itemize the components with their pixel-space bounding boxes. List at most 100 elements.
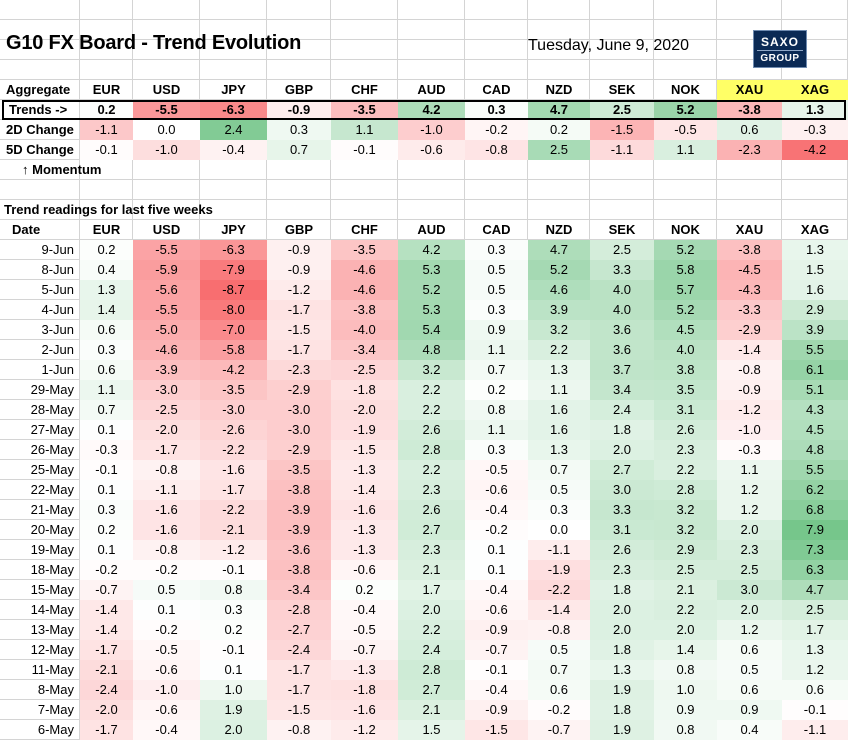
reading-xau: -3.3 <box>717 300 782 320</box>
reading-nok: 3.8 <box>654 360 717 380</box>
grid-cell <box>717 60 782 80</box>
reading-sek: 4.0 <box>590 300 654 320</box>
change-2d-label: 2D Change <box>6 122 74 137</box>
summary-col-header-usd: USD <box>152 82 181 97</box>
reading-nzd: 0.0 <box>528 520 590 540</box>
reading-nzd: 3.2 <box>528 320 590 340</box>
grid-cell <box>782 160 848 180</box>
reading-cad: 0.8 <box>465 400 528 420</box>
reading-nzd: -0.8 <box>528 620 590 640</box>
change-2d-value-sek: -1.5 <box>590 120 654 140</box>
reading-jpy: -2.2 <box>200 500 267 520</box>
grid-cell <box>717 0 782 20</box>
grid-cell <box>133 40 200 60</box>
reading-usd: -1.6 <box>133 520 200 540</box>
grid-cell <box>465 60 528 80</box>
reading-nzd: -0.2 <box>528 700 590 720</box>
grid-cell <box>465 160 528 180</box>
reading-jpy: -2.1 <box>200 520 267 540</box>
reading-usd: -5.0 <box>133 320 200 340</box>
reading-cad: 0.1 <box>465 560 528 580</box>
reading-aud: 2.6 <box>398 500 465 520</box>
table-col-header-eur: EUR <box>92 222 121 237</box>
grid-cell <box>0 160 80 180</box>
reading-cad: 0.5 <box>465 260 528 280</box>
reading-jpy: 0.2 <box>200 620 267 640</box>
reading-nzd: 0.7 <box>528 460 590 480</box>
trend-value-nzd: 4.7 <box>528 100 590 120</box>
reading-aud: 3.2 <box>398 360 465 380</box>
reading-gbp: -3.9 <box>267 500 331 520</box>
grid-cell <box>717 180 782 200</box>
reading-chf: -1.5 <box>331 440 398 460</box>
change-5d-value-sek: -1.1 <box>590 140 654 160</box>
grid-cell <box>331 200 398 220</box>
reading-xag: 1.5 <box>782 260 848 280</box>
table-col-header-cad: CAD <box>482 222 511 237</box>
reading-usd: -3.9 <box>133 360 200 380</box>
grid-cell <box>80 180 133 200</box>
reading-eur: -2.1 <box>80 660 133 680</box>
reading-gbp: -1.7 <box>267 300 331 320</box>
reading-usd: -2.5 <box>133 400 200 420</box>
grid-cell <box>0 460 80 480</box>
grid-cell <box>267 60 331 80</box>
summary-col-header-jpy: JPY <box>221 82 246 97</box>
reading-nok: 2.8 <box>654 480 717 500</box>
row-date: 19-May <box>30 542 74 557</box>
grid-cell <box>590 200 654 220</box>
reading-jpy: 1.0 <box>200 680 267 700</box>
table-col-header-xag: XAG <box>800 222 830 237</box>
reading-usd: -0.4 <box>133 720 200 740</box>
reading-eur: -1.7 <box>80 720 133 740</box>
reading-nzd: -0.7 <box>528 720 590 740</box>
reading-eur: 0.3 <box>80 340 133 360</box>
grid-cell <box>465 220 528 240</box>
reading-xag: 5.5 <box>782 340 848 360</box>
grid-cell <box>267 80 331 100</box>
grid-cell <box>465 80 528 100</box>
grid-cell <box>331 40 398 60</box>
summary-col-header-eur: EUR <box>92 82 121 97</box>
reading-sek: 2.6 <box>590 540 654 560</box>
reading-nzd: 1.3 <box>528 440 590 460</box>
reading-chf: -1.4 <box>331 480 398 500</box>
reading-jpy: 2.0 <box>200 720 267 740</box>
change-2d-value-eur: -1.1 <box>80 120 133 140</box>
reading-eur: -2.0 <box>80 700 133 720</box>
grid-cell <box>80 200 133 220</box>
reading-xau: -1.2 <box>717 400 782 420</box>
reading-xau: -0.8 <box>717 360 782 380</box>
reading-xau: 1.2 <box>717 480 782 500</box>
reading-xag: 4.3 <box>782 400 848 420</box>
trend-value-nok: 5.2 <box>654 100 717 120</box>
reading-aud: 2.2 <box>398 620 465 640</box>
reading-gbp: -1.5 <box>267 700 331 720</box>
change-2d-value-jpy: 2.4 <box>200 120 267 140</box>
reading-cad: 0.9 <box>465 320 528 340</box>
change-5d-value-cad: -0.8 <box>465 140 528 160</box>
reading-chf: -2.5 <box>331 360 398 380</box>
reading-cad: -1.5 <box>465 720 528 740</box>
row-date: 2-Jun <box>41 342 74 357</box>
reading-aud: 5.4 <box>398 320 465 340</box>
grid-cell <box>0 280 80 300</box>
reading-xag: 4.8 <box>782 440 848 460</box>
summary-col-header-xag: XAG <box>782 80 848 100</box>
reading-nok: 2.1 <box>654 580 717 600</box>
change-5d-value-nok: 1.1 <box>654 140 717 160</box>
grid-cell <box>654 60 717 80</box>
row-date: 21-May <box>30 502 74 517</box>
reading-cad: 0.5 <box>465 280 528 300</box>
reading-aud: 1.7 <box>398 580 465 600</box>
change-5d-value-eur: -0.1 <box>80 140 133 160</box>
grid-cell <box>528 80 590 100</box>
reading-sek: 1.8 <box>590 700 654 720</box>
reading-eur: 1.3 <box>80 280 133 300</box>
reading-gbp: -2.9 <box>267 440 331 460</box>
table-col-header-xau: XAU <box>735 222 764 237</box>
reading-nok: 2.6 <box>654 420 717 440</box>
reading-cad: -0.4 <box>465 680 528 700</box>
reading-jpy: -6.3 <box>200 240 267 260</box>
reading-xag: 1.6 <box>782 280 848 300</box>
